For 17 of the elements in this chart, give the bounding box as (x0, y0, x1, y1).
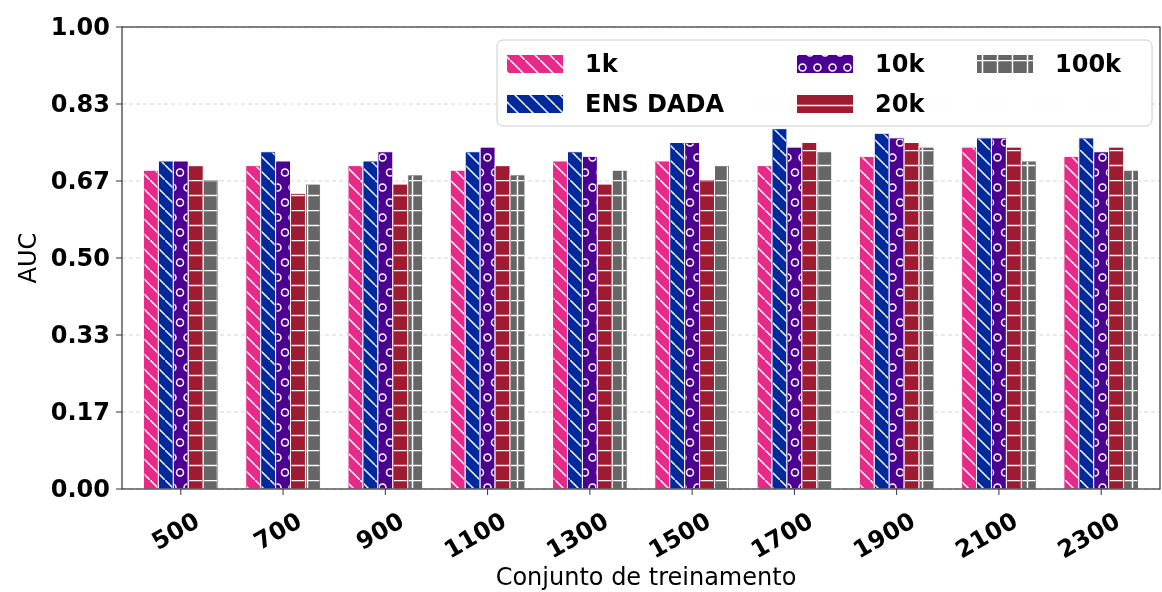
y-tick-label: 0.00 (50, 475, 110, 504)
legend-label: 20k (875, 90, 926, 119)
y-tick-label: 0.67 (50, 167, 110, 196)
y-axis-title: AUC (14, 232, 42, 284)
y-tick-label: 0.17 (50, 398, 110, 427)
x-tick-label: 700 (249, 506, 307, 556)
y-tick-label: 0.33 (50, 321, 110, 350)
y-tick-label: 1.00 (50, 13, 110, 42)
x-tick-label: 500 (146, 506, 205, 556)
x-tick-label: 900 (351, 506, 409, 556)
legend-label: 1k (585, 50, 619, 79)
y-tick-label: 0.50 (50, 244, 110, 273)
legend-label: 10k (875, 50, 926, 79)
legend-label: 100k (1055, 50, 1123, 79)
x-axis-title: Conjunto de treinamento (495, 563, 797, 591)
legend-label: ENS DADA (585, 90, 725, 119)
y-tick-label: 0.83 (50, 90, 110, 119)
